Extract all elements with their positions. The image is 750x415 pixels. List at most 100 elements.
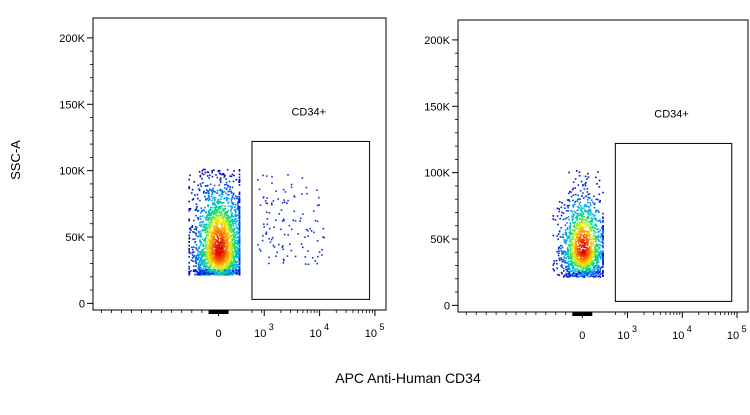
event-dot: [211, 223, 213, 225]
event-dot: [203, 245, 205, 247]
event-dot: [599, 199, 601, 202]
event-dot: [569, 225, 571, 228]
event-dot: [575, 212, 578, 215]
event-dot: [257, 244, 259, 246]
event-dot: [227, 233, 230, 236]
event-dot: [209, 258, 212, 260]
event-dot: [556, 250, 558, 253]
event-dot: [602, 245, 604, 247]
event-dot: [582, 207, 585, 210]
event-dot: [564, 250, 566, 252]
event-dot: [602, 212, 604, 215]
event-dot: [203, 263, 205, 265]
event-dot: [585, 204, 587, 206]
event-dot: [199, 259, 202, 261]
event-dot: [318, 204, 321, 206]
event-dot: [225, 183, 228, 186]
event-dot: [218, 234, 221, 237]
event-dot: [564, 261, 566, 264]
event-dot: [297, 233, 299, 235]
event-dot: [207, 240, 210, 243]
event-dot: [601, 253, 603, 255]
event-dot: [217, 215, 220, 218]
event-dot: [202, 251, 205, 254]
event-dot: [596, 257, 598, 260]
event-dot: [215, 174, 217, 176]
event-dot: [602, 235, 604, 237]
event-dot: [598, 261, 600, 263]
event-dot: [216, 176, 219, 179]
event-dot: [588, 231, 590, 234]
event-dot: [204, 195, 206, 198]
event-dot: [579, 274, 582, 277]
event-dot: [582, 262, 585, 265]
event-dot: [234, 272, 236, 274]
event-dot: [223, 176, 226, 178]
event-dot: [233, 170, 235, 172]
event-dot: [566, 249, 569, 251]
event-dot: [593, 230, 595, 232]
event-dot: [570, 255, 572, 257]
event-dot: [198, 235, 201, 237]
event-dot: [230, 215, 232, 218]
event-dot: [216, 253, 218, 256]
event-dot: [214, 259, 216, 261]
event-dot: [211, 175, 214, 178]
event-dot: [238, 176, 241, 179]
event-dot: [205, 254, 208, 257]
event-dot: [224, 256, 227, 258]
event-dot: [209, 263, 212, 266]
event-dot: [222, 263, 224, 266]
event-dot: [201, 260, 204, 263]
event-dot: [235, 195, 237, 197]
y-tick-label: 100K: [424, 168, 450, 180]
event-dot: [598, 219, 601, 222]
event-dot: [201, 215, 204, 217]
event-dot: [217, 241, 220, 243]
event-dot: [600, 266, 603, 268]
event-dot: [221, 235, 223, 238]
event-dot: [214, 241, 216, 244]
event-dot: [577, 265, 579, 268]
event-points: [188, 168, 325, 276]
event-dot: [266, 223, 269, 226]
event-dot: [579, 201, 582, 204]
event-dot: [596, 263, 598, 265]
event-dot: [584, 246, 587, 249]
event-dot: [229, 248, 232, 250]
event-dot: [220, 265, 222, 267]
event-dot: [221, 214, 223, 217]
event-dot: [589, 208, 591, 211]
event-dot: [188, 248, 190, 251]
event-dot: [231, 262, 233, 265]
event-dot: [218, 260, 221, 263]
event-dot: [224, 261, 226, 264]
event-dot: [214, 230, 217, 233]
event-dot: [582, 261, 584, 263]
event-dot: [592, 273, 595, 276]
event-dot: [576, 240, 579, 242]
event-dot: [574, 221, 577, 223]
event-dot: [201, 255, 203, 258]
event-dot: [199, 260, 202, 263]
event-dot: [214, 238, 217, 241]
event-dot: [590, 209, 592, 212]
event-dot: [218, 244, 221, 246]
event-dot: [586, 239, 589, 242]
event-dot: [275, 255, 277, 257]
event-dot: [594, 238, 597, 240]
event-dot: [234, 256, 236, 258]
event-dot: [220, 266, 223, 269]
event-dot: [195, 207, 198, 209]
event-dot: [213, 226, 215, 229]
event-dot: [210, 269, 213, 271]
event-dot: [226, 272, 228, 274]
event-dot: [209, 272, 212, 275]
event-dot: [214, 244, 217, 247]
event-dot: [215, 248, 218, 251]
event-dot: [237, 269, 239, 271]
event-dot: [231, 197, 233, 200]
event-dot: [220, 260, 222, 263]
event-dot: [210, 253, 213, 256]
event-dot: [229, 251, 232, 254]
